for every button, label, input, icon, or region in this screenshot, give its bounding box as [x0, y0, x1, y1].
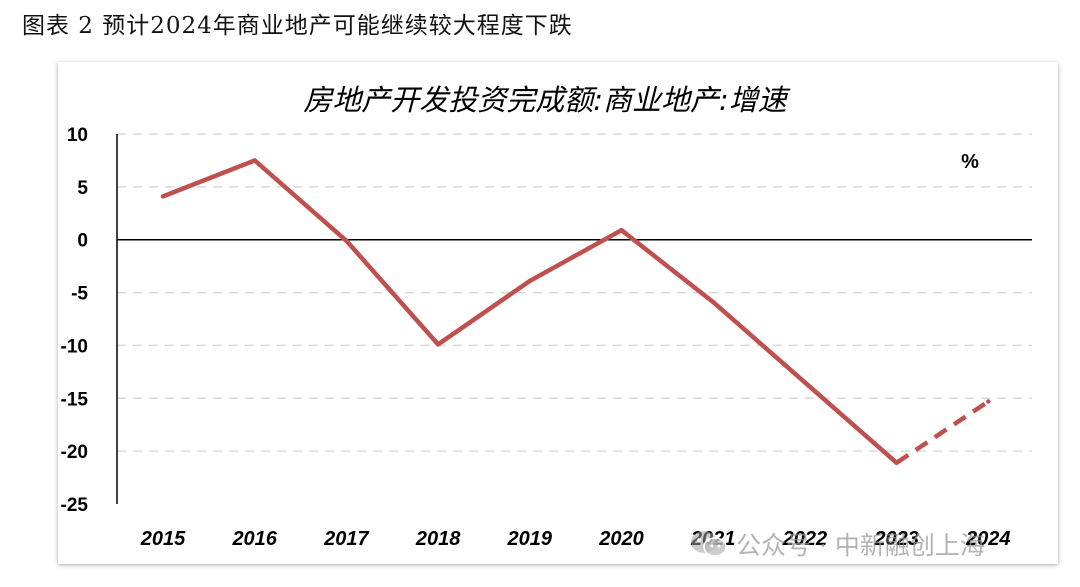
- grid-layer: [117, 133, 1032, 452]
- x-tick-label: 2019: [507, 528, 553, 550]
- series-line-forecast: [895, 399, 990, 465]
- watermark-text: 公众号 · 中新融创上海: [736, 531, 985, 560]
- watermark: 公众号 · 中新融创上海: [690, 524, 985, 564]
- y-tick-label: 0: [77, 231, 88, 252]
- y-tick-label: -15: [61, 389, 89, 410]
- data-point: [619, 228, 624, 233]
- data-point: [527, 278, 532, 284]
- y-tick-label: -20: [61, 442, 88, 463]
- data-point: [344, 238, 349, 243]
- y-tick-label: -10: [61, 336, 88, 357]
- figure-caption: 图表 2 预计2024年商业地产可能继续较大程度下跌: [22, 13, 573, 39]
- series-layer: [160, 158, 991, 466]
- x-tick-label: 2020: [598, 528, 644, 550]
- series-line-solid: [160, 158, 899, 466]
- x-tick-label: 2017: [323, 528, 369, 550]
- label-layer: 10 5 0 -5 -10 -15 -20 -25 2015 2016 2017 2018 2019 20…: [61, 125, 1011, 550]
- chart-frame: [58, 62, 1058, 564]
- data-point: [435, 342, 441, 347]
- unit-label: %: [961, 151, 979, 173]
- y-tick-label: 5: [77, 178, 88, 199]
- data-point: [711, 299, 716, 305]
- x-tick-label: 2024: [965, 528, 1011, 550]
- x-tick-label: 2018: [415, 528, 461, 550]
- wechat-icon: [690, 529, 728, 559]
- data-point: [802, 380, 808, 385]
- x-tick-label: 2015: [140, 528, 186, 550]
- x-tick-label: 2022: [782, 528, 828, 550]
- data-point: [252, 158, 257, 163]
- data-point: [894, 460, 899, 465]
- axis-layer: [116, 134, 1032, 504]
- chart-title: 房地产开发投资完成额:商业地产:增速: [303, 83, 791, 117]
- y-tick-label: -25: [61, 495, 89, 516]
- data-point: [986, 399, 991, 404]
- y-tick-label: 10: [67, 125, 88, 146]
- x-tick-label: 2016: [231, 528, 277, 550]
- x-tick-label: 2023: [873, 528, 919, 550]
- data-point: [160, 194, 166, 199]
- y-tick-label: -5: [71, 284, 88, 305]
